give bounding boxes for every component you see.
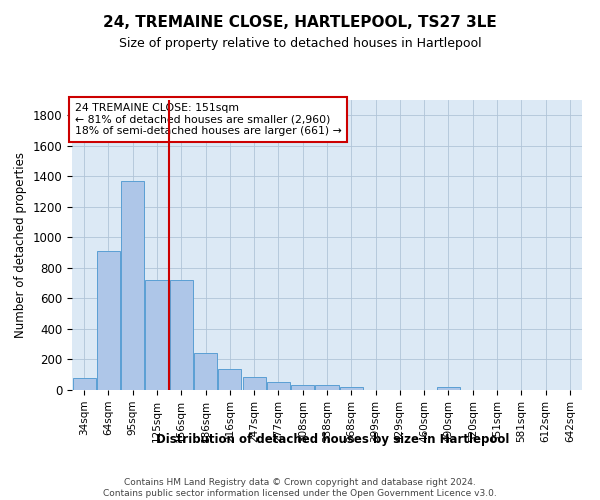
Bar [267, 382, 290, 390]
Bar [316, 386, 338, 390]
Bar [145, 280, 169, 390]
Text: Distribution of detached houses by size in Hartlepool: Distribution of detached houses by size … [157, 432, 509, 446]
Text: Contains HM Land Registry data © Crown copyright and database right 2024.
Contai: Contains HM Land Registry data © Crown c… [103, 478, 497, 498]
Bar [97, 251, 120, 390]
Bar [340, 388, 363, 390]
Y-axis label: Number of detached properties: Number of detached properties [14, 152, 27, 338]
Bar [121, 181, 144, 390]
Text: 24, TREMAINE CLOSE, HARTLEPOOL, TS27 3LE: 24, TREMAINE CLOSE, HARTLEPOOL, TS27 3LE [103, 15, 497, 30]
Bar [218, 368, 241, 390]
Bar [73, 378, 95, 390]
Bar [291, 384, 314, 390]
Text: Size of property relative to detached houses in Hartlepool: Size of property relative to detached ho… [119, 38, 481, 51]
Bar [242, 377, 266, 390]
Bar [170, 280, 193, 390]
Bar [437, 387, 460, 390]
Bar [194, 352, 217, 390]
Text: 24 TREMAINE CLOSE: 151sqm
← 81% of detached houses are smaller (2,960)
18% of se: 24 TREMAINE CLOSE: 151sqm ← 81% of detac… [74, 103, 341, 136]
